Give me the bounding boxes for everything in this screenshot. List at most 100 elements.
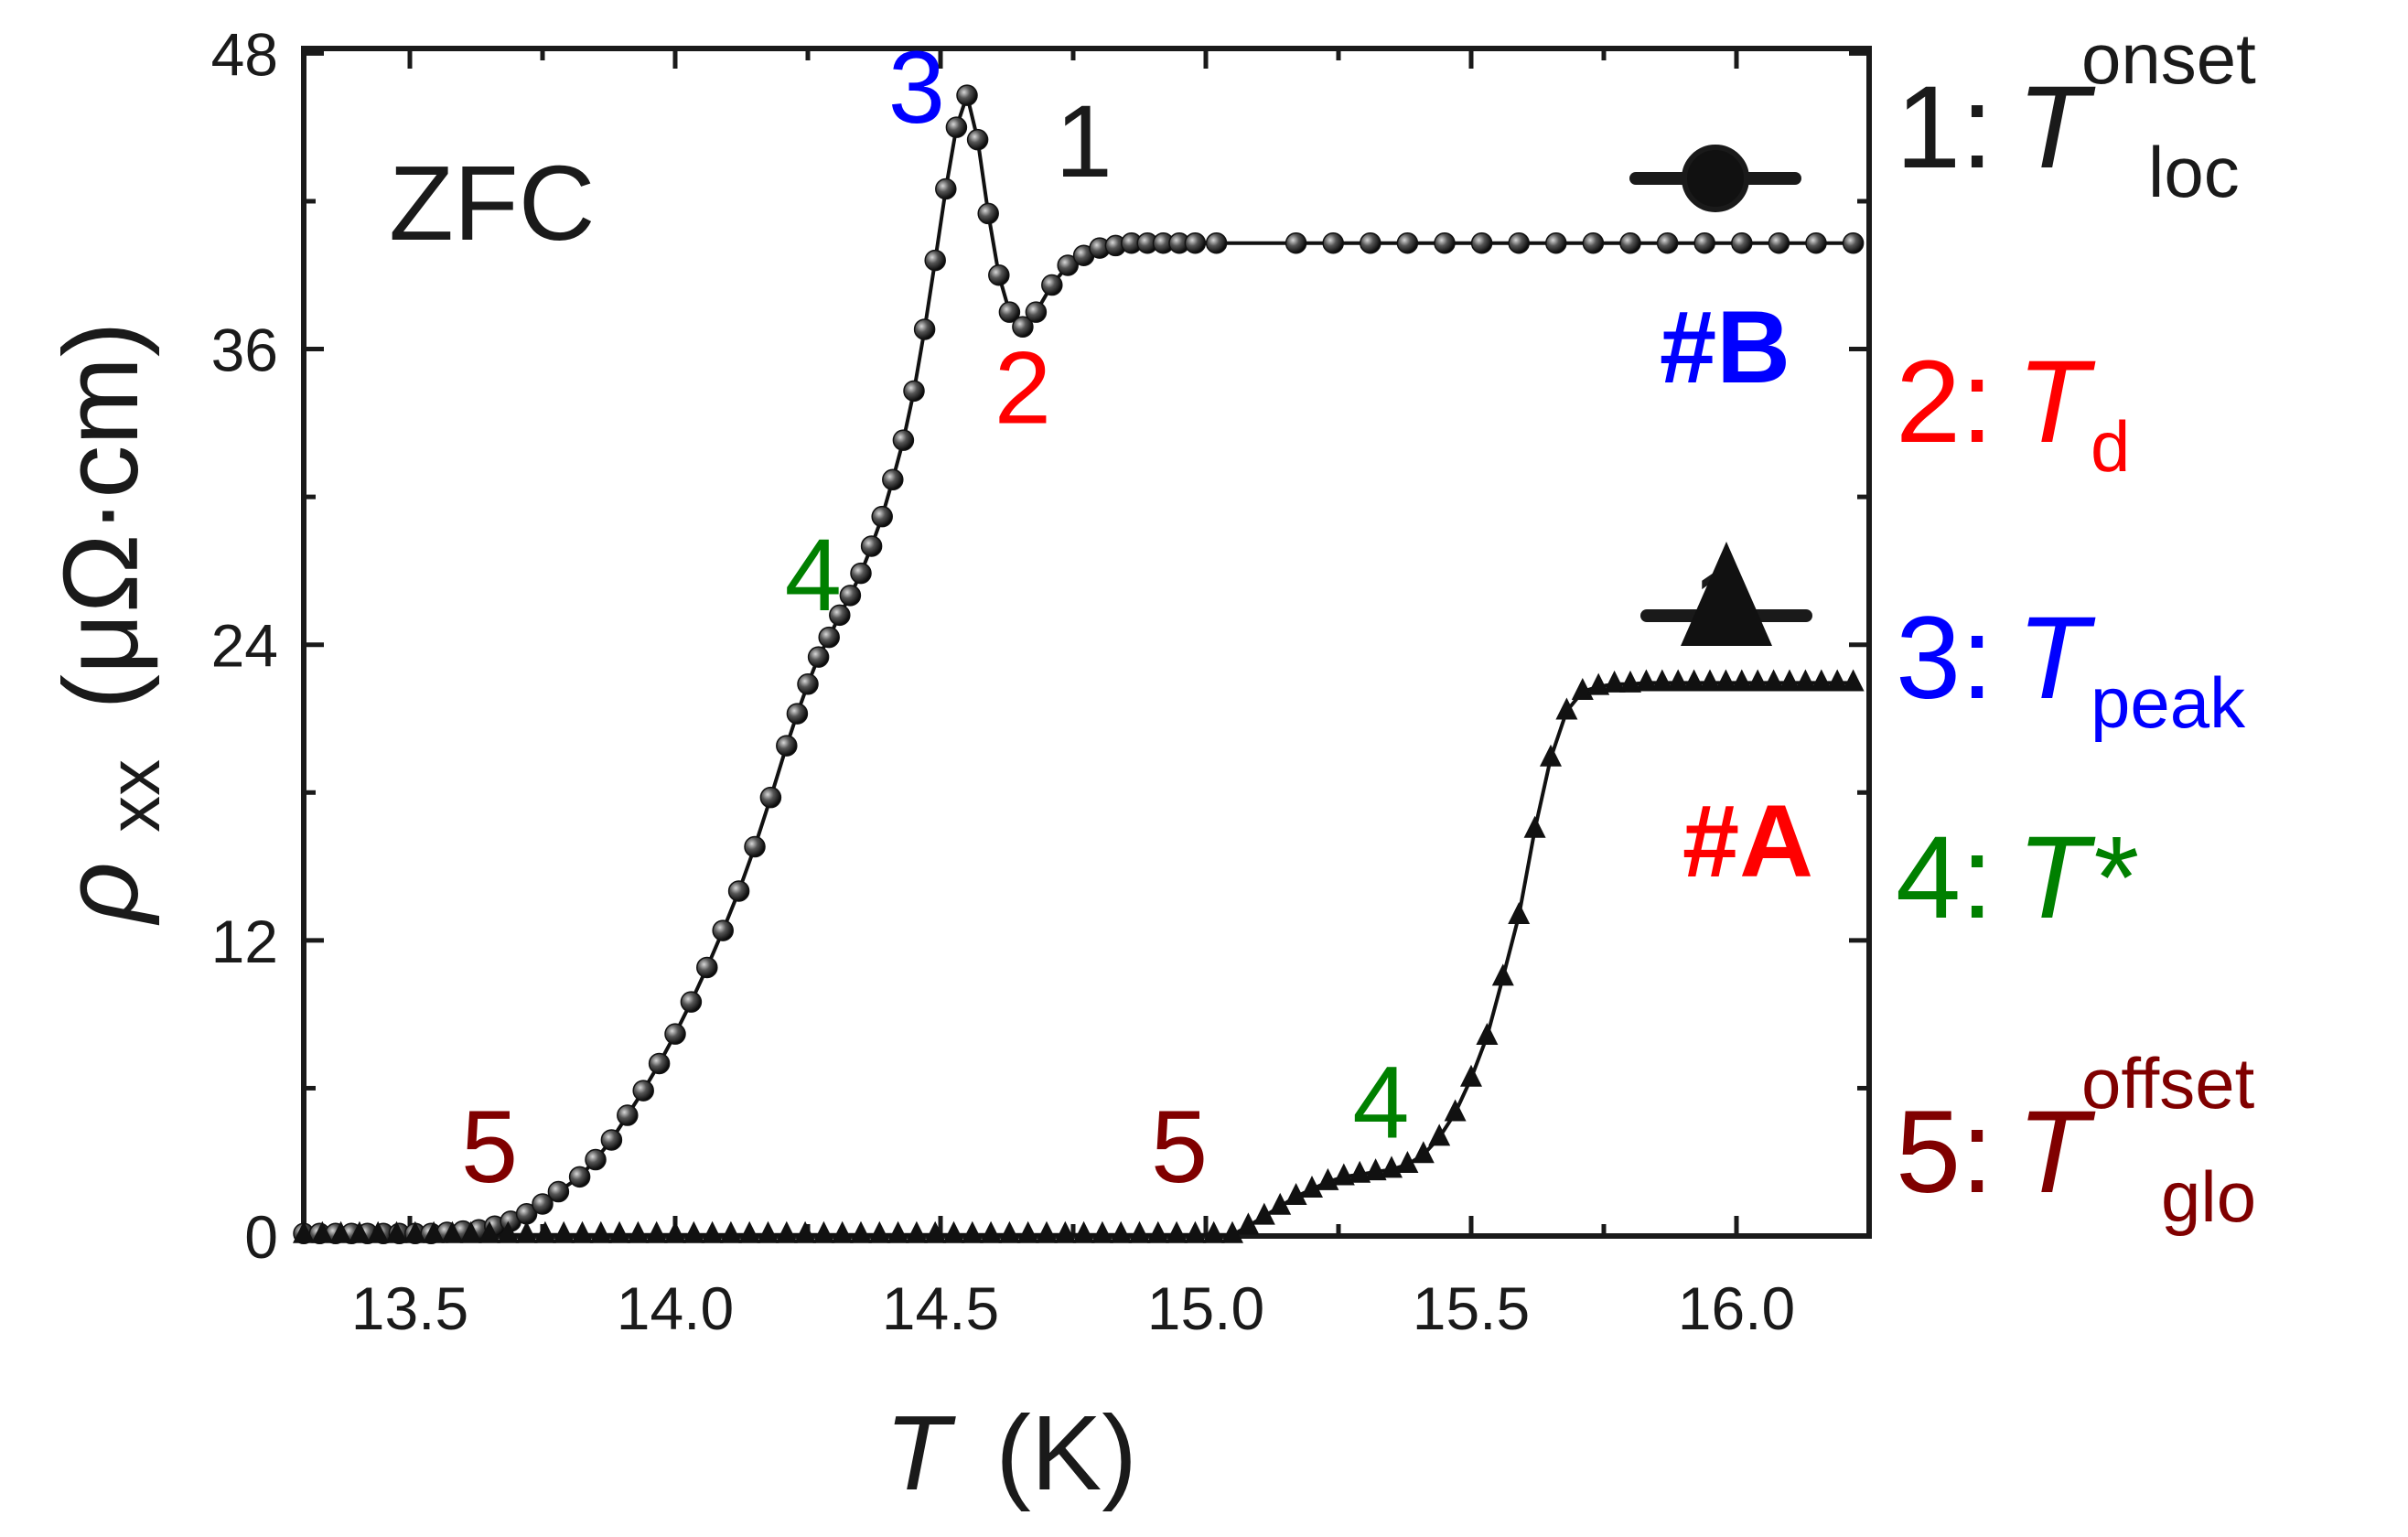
- data-point-A: [701, 1220, 724, 1243]
- data-point-A: [385, 1220, 408, 1243]
- data-point-B: [664, 1023, 686, 1045]
- data-point-B: [1619, 231, 1641, 254]
- legend-subscript: loc: [2148, 132, 2240, 212]
- data-point-A: [868, 1220, 891, 1243]
- data-point-A: [533, 1220, 556, 1243]
- data-point-A: [1252, 1202, 1275, 1225]
- data-point-B: [988, 264, 1010, 286]
- series-name-B: #B: [1660, 290, 1790, 404]
- y-axis-subscript: xx: [93, 759, 175, 833]
- data-point-A: [924, 1220, 947, 1243]
- data-point-A: [1667, 669, 1690, 692]
- data-point-A: [1221, 1220, 1243, 1243]
- data-point-A: [1603, 670, 1626, 693]
- data-point-A: [571, 1220, 594, 1243]
- data-point-B: [1184, 231, 1207, 254]
- data-point-A: [1779, 669, 1801, 692]
- series-key-B-marker: [1682, 145, 1749, 212]
- legend-superscript: onset: [2081, 18, 2256, 99]
- data-point-A: [1146, 1220, 1169, 1243]
- data-point-B: [1041, 274, 1063, 296]
- data-point-B: [1656, 231, 1679, 254]
- data-point-A: [478, 1220, 500, 1243]
- x-tick-label: 15.5: [1413, 1274, 1530, 1342]
- legend-subscript: peak: [2091, 662, 2246, 743]
- data-point-A: [683, 1220, 705, 1243]
- data-point-A: [794, 1220, 817, 1243]
- data-point-B: [600, 1129, 623, 1151]
- data-point-A: [998, 1220, 1021, 1243]
- data-point-A: [497, 1220, 520, 1243]
- series-line-A: [304, 681, 1854, 1237]
- data-point-B: [680, 991, 703, 1013]
- data-point-B: [776, 735, 798, 757]
- data-point-A: [812, 1220, 835, 1243]
- data-point-A: [1650, 669, 1673, 692]
- series-key-A-marker: [1681, 542, 1772, 646]
- data-point-B: [1057, 254, 1079, 276]
- y-tick-label: 24: [211, 612, 278, 680]
- data-point-B: [1025, 301, 1048, 323]
- y-tick-label: 48: [211, 20, 278, 88]
- data-point-B: [903, 380, 925, 403]
- data-point-B: [1582, 231, 1605, 254]
- data-point-A: [1184, 1220, 1207, 1243]
- x-axis-title: T (K): [885, 1393, 1137, 1512]
- data-point-A: [942, 1220, 965, 1243]
- data-point-A: [1555, 697, 1578, 720]
- data-point-A: [1460, 1064, 1482, 1087]
- data-point-A: [1269, 1192, 1292, 1215]
- data-point-B: [1470, 231, 1493, 254]
- x-tick-label: 14.5: [882, 1274, 999, 1342]
- data-point-B: [1012, 316, 1034, 339]
- data-point-B: [850, 562, 872, 585]
- legend-entry-4: 4: T*: [1896, 812, 2138, 943]
- legend-subscript: glo: [2161, 1156, 2256, 1237]
- data-point-A: [887, 1220, 909, 1243]
- data-point-A: [293, 1220, 315, 1243]
- data-point-B: [935, 177, 957, 200]
- data-point-A: [1091, 1220, 1113, 1243]
- data-point-B: [632, 1080, 654, 1102]
- x-tick-label: 14.0: [617, 1274, 734, 1342]
- legend-symbol: T: [2017, 337, 2096, 468]
- y-tick-label: 36: [211, 317, 278, 384]
- legend-symbol: T: [2017, 62, 2096, 193]
- data-point-A: [403, 1220, 426, 1243]
- legend-superscript: offset: [2081, 1043, 2255, 1123]
- data-point-A: [831, 1220, 854, 1243]
- data-point-B: [1322, 231, 1344, 254]
- data-point-B: [1360, 231, 1381, 254]
- data-point-B: [1545, 231, 1567, 254]
- data-point-B: [759, 786, 782, 809]
- data-point-A: [1635, 669, 1658, 692]
- data-point-A: [1587, 672, 1610, 695]
- data-point-A: [367, 1220, 390, 1243]
- data-point-B: [1434, 231, 1456, 254]
- data-point-B: [547, 1180, 570, 1203]
- data-point-A: [1364, 1158, 1387, 1181]
- data-point-A: [1110, 1220, 1133, 1243]
- data-point-B: [786, 703, 809, 725]
- x-axis-symbol: T: [885, 1393, 956, 1512]
- data-point-B: [617, 1104, 639, 1126]
- data-point-A: [1332, 1163, 1355, 1186]
- data-point-B: [956, 84, 978, 106]
- legend-entry-3: 3: Tpeak: [1896, 593, 2246, 743]
- data-point-A: [1301, 1175, 1323, 1198]
- point-label-2: 2: [994, 330, 1051, 445]
- legend-entry-2: 2: Td: [1896, 337, 2130, 487]
- legend-number: 3:: [1896, 593, 1994, 724]
- data-point-B: [998, 301, 1021, 323]
- data-point-B: [966, 128, 989, 151]
- data-point-B: [818, 626, 840, 649]
- data-point-B: [882, 468, 904, 491]
- data-point-A: [905, 1220, 928, 1243]
- data-point-A: [459, 1220, 482, 1243]
- data-point-B: [532, 1193, 554, 1215]
- legend-number: 1:: [1896, 62, 1994, 193]
- series-name-A: #A: [1682, 784, 1813, 898]
- data-point-B: [1205, 231, 1228, 254]
- legend-entry-1: 1: Tonset loc: [1896, 18, 2256, 212]
